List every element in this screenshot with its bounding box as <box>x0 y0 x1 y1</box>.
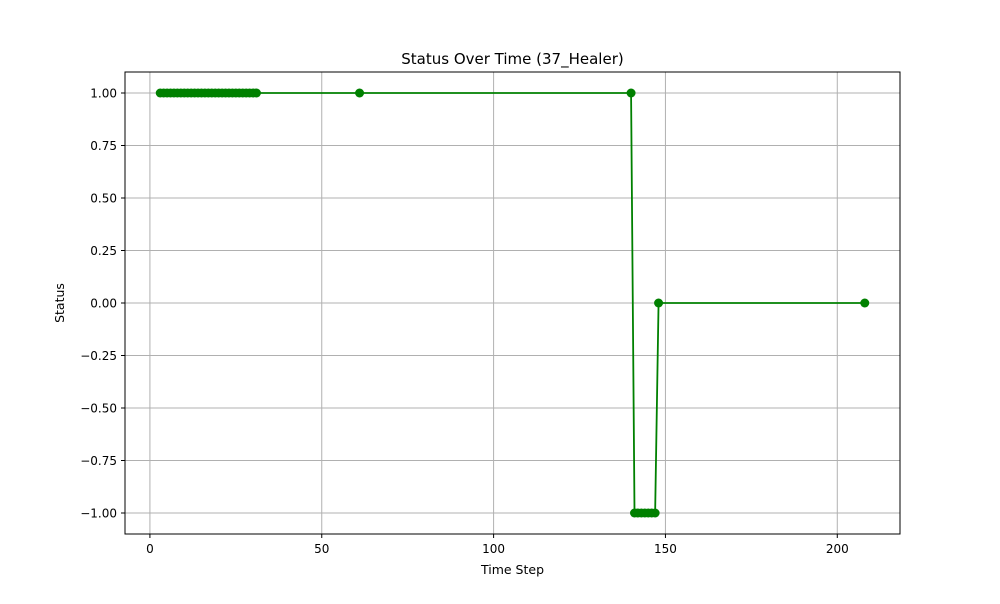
data-point <box>355 88 365 98</box>
x-tick-label: 0 <box>146 542 154 556</box>
data-point <box>654 298 664 308</box>
y-tick-label: −0.75 <box>80 454 117 468</box>
x-tick-label: 100 <box>482 542 505 556</box>
y-tick-label: −0.50 <box>80 402 117 416</box>
x-tick-label: 150 <box>654 542 677 556</box>
y-tick-label: −1.00 <box>80 507 117 521</box>
x-tick-label: 50 <box>314 542 329 556</box>
data-point <box>251 88 261 98</box>
y-tick-label: 0.00 <box>90 297 117 311</box>
data-point <box>626 88 636 98</box>
y-tick-label: 0.75 <box>90 139 117 153</box>
data-point <box>860 298 870 308</box>
y-tick-label: 0.25 <box>90 244 117 258</box>
data-series <box>155 88 870 518</box>
chart-title: Status Over Time (37_Healer) <box>401 50 623 69</box>
data-point <box>650 508 660 518</box>
x-axis-label: Time Step <box>480 562 544 577</box>
y-tick-label: −0.25 <box>80 349 117 363</box>
x-tick-label: 200 <box>826 542 849 556</box>
axis-ticks: 0 50 100 150 200 1.00 0.75 0.50 0.25 0.00 −0.25 −0.… <box>80 87 849 557</box>
y-axis-label: Status <box>52 283 67 323</box>
y-tick-label: 0.50 <box>90 192 117 206</box>
y-tick-label: 1.00 <box>90 87 117 101</box>
